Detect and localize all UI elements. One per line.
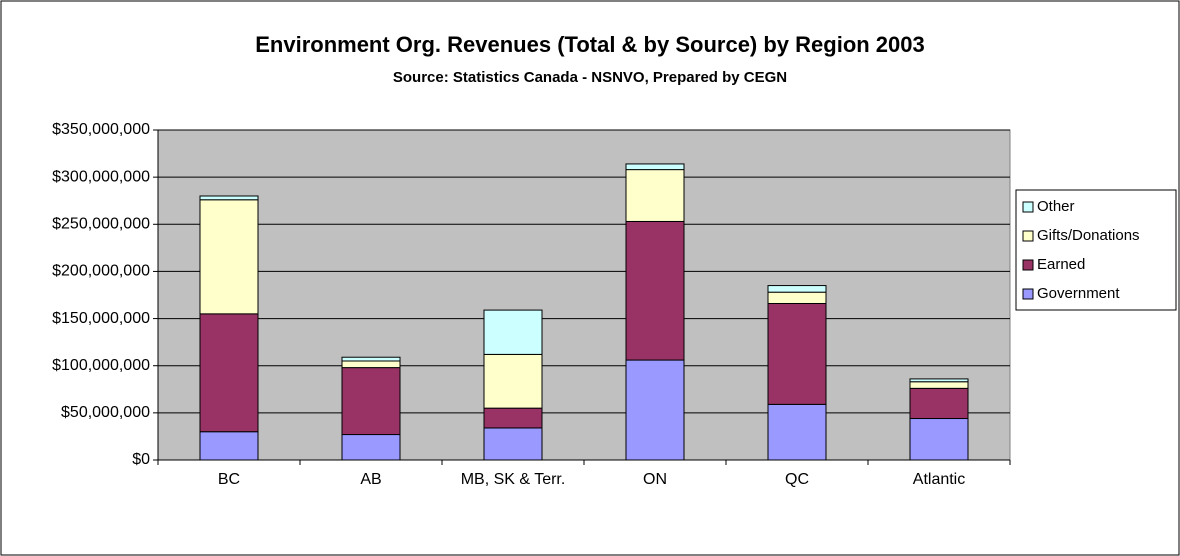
y-tick-label: $300,000,000 [52,168,150,185]
x-tick-label: AB [360,471,382,488]
y-tick-label: $250,000,000 [52,216,150,233]
bar-segment [909,378,969,383]
y-tick-label: $150,000,000 [52,310,150,327]
bar-segment [625,169,685,222]
legend-label: Earned [1037,256,1085,273]
legend-swatch [1022,230,1034,242]
bar-segment [199,431,259,461]
bar-segment [909,387,969,420]
bar-segment [341,367,401,436]
chart-title: Environment Org. Revenues (Total & by So… [255,32,925,57]
legend-label: Gifts/Donations [1037,227,1140,244]
x-tick-label: BC [217,471,241,488]
bar-segment [909,418,969,461]
bar-segment [483,427,543,461]
bar-segment [767,285,827,293]
legend-swatch [1022,201,1034,213]
bar-segment [625,163,685,171]
bar-segment [341,356,401,362]
legend-label: Other [1037,198,1075,215]
bar-segment [767,302,827,405]
legend-box [1015,189,1177,311]
bar-segment [341,434,401,461]
y-tick-label: $100,000,000 [52,357,150,374]
x-tick-label: Atlantic [912,471,966,488]
bar-segment [483,407,543,429]
bar-segment [625,359,685,461]
bar-segment [199,195,259,201]
plot-area [157,129,1011,461]
y-tick-label: $50,000,000 [61,404,150,421]
y-tick-label: $350,000,000 [52,121,150,138]
x-tick-label: MB, SK & Terr. [460,471,566,488]
bar-segment [483,353,543,409]
legend-swatch [1022,288,1034,300]
x-tick-label: ON [643,471,667,488]
bar-segment [767,291,827,304]
bar-segment [199,199,259,315]
y-tick-label: $200,000,000 [52,263,150,280]
y-tick-label: $0 [132,451,150,468]
bar-segment [483,309,543,355]
legend-label: Government [1037,285,1120,302]
x-tick-label: QC [785,471,809,488]
bar-segment [767,403,827,461]
bar-segment [341,360,401,369]
legend-swatch [1022,259,1034,271]
bar-segment [199,313,259,433]
bar-segment [625,220,685,361]
bar-segment [909,381,969,389]
chart-subtitle: Source: Statistics Canada - NSNVO, Prepa… [393,69,787,86]
